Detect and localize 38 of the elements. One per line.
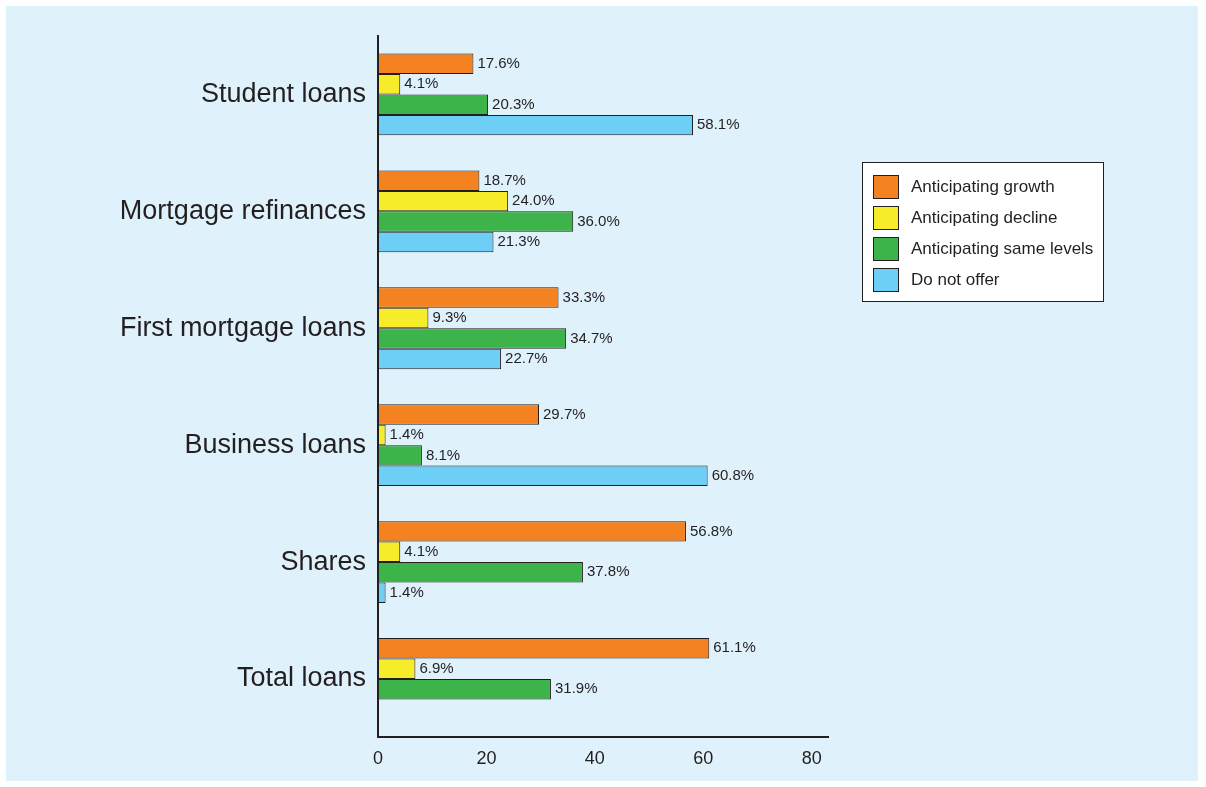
legend-label: Anticipating growth	[911, 176, 1055, 197]
data-label: 58.1%	[697, 115, 740, 133]
data-label: 31.9%	[554, 679, 598, 697]
x-tick-label: 20	[476, 748, 497, 769]
data-label: 6.9%	[419, 658, 454, 676]
legend-label: Do not offer	[911, 269, 1000, 290]
x-tick-label: 80	[801, 748, 822, 769]
y-tick-label: Mortgage refinances	[119, 194, 366, 225]
y-tick-label: First mortgage loans	[119, 311, 366, 342]
data-label: 4.1%	[404, 74, 439, 92]
data-label: 34.7%	[570, 328, 613, 346]
data-label: 33.3%	[562, 287, 606, 305]
data-label: 29.7%	[543, 404, 586, 422]
legend-label: Anticipating decline	[911, 207, 1058, 228]
data-label: 24.0%	[512, 191, 555, 209]
y-tick-label: Student loans	[200, 77, 366, 108]
data-label: 60.8%	[711, 465, 755, 483]
y-tick-label: Shares	[280, 545, 366, 576]
data-label: 37.8%	[586, 562, 630, 580]
y-tick-label: Total loans	[236, 662, 366, 693]
data-label: 1.4%	[389, 582, 424, 600]
data-label: 56.8%	[689, 521, 733, 539]
data-label: 36.0%	[577, 211, 620, 229]
x-tick-label: 0	[372, 748, 384, 769]
y-tick-label: Business loans	[184, 428, 366, 459]
x-tick-label: 60	[693, 748, 714, 769]
legend-label: Anticipating same levels	[911, 238, 1094, 259]
data-label: 1.4%	[389, 425, 424, 443]
data-label: 18.7%	[483, 170, 526, 188]
data-label: 17.6%	[477, 53, 520, 71]
data-label: 8.1%	[425, 445, 461, 463]
data-label: 9.3%	[432, 308, 467, 326]
x-tick-label: 40	[584, 748, 605, 769]
data-label: 20.3%	[492, 94, 535, 112]
data-label: 21.3%	[497, 232, 541, 250]
data-label: 22.7%	[505, 349, 548, 367]
data-label: 61.1%	[713, 638, 756, 656]
data-label: 4.1%	[404, 541, 439, 559]
